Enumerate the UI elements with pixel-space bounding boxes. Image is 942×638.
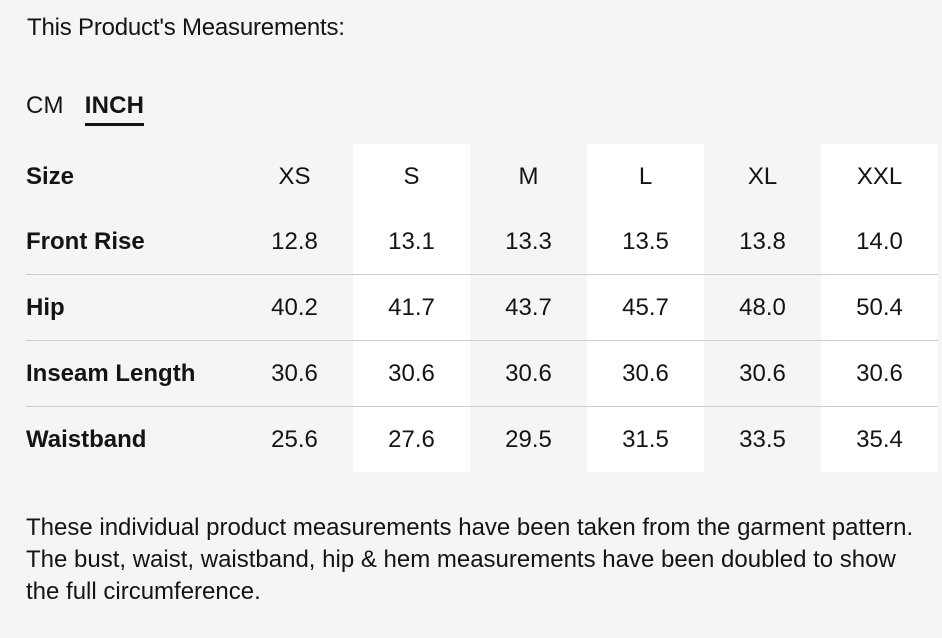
measurement-cell: 13.5: [587, 209, 704, 275]
table-row: Hip 40.2 41.7 43.7 45.7 48.0 50.4: [26, 274, 938, 341]
size-column-header: XS: [278, 162, 311, 190]
measurement-cell: 25.6: [236, 406, 353, 472]
measurement-cell: 27.6: [353, 406, 470, 472]
tab-inch[interactable]: INCH: [84, 92, 145, 126]
table-header-row: Size XS S M L XL XXL: [26, 144, 938, 209]
measurement-cell: 30.6: [704, 340, 821, 407]
measurement-cell: 50.4: [821, 274, 938, 341]
row-label: Waistband: [26, 406, 236, 472]
measurement-cell: 33.5: [704, 406, 821, 472]
measurement-cell: 30.6: [236, 340, 353, 407]
size-column-header: S: [353, 144, 470, 209]
measurement-cell: 30.6: [353, 340, 470, 407]
size-column-header: M: [518, 162, 539, 190]
page-title: This Product's Measurements:: [27, 14, 345, 41]
row-label: Inseam Length: [26, 340, 236, 407]
table-row: Waistband 25.6 27.6 29.5 31.5 33.5 35.4: [26, 406, 938, 472]
measurement-cell: 14.0: [821, 209, 938, 275]
size-column-header: L: [587, 144, 704, 209]
measurement-cell: 13.3: [505, 227, 552, 255]
measurement-cell: 35.4: [821, 406, 938, 472]
measurement-cell: 48.0: [704, 274, 821, 341]
measurement-cell: 31.5: [587, 406, 704, 472]
measurement-cell: 29.5: [470, 406, 587, 472]
size-column-header: XL: [747, 162, 778, 190]
measurement-cell: 30.6: [821, 340, 938, 407]
row-label: Hip: [26, 274, 236, 341]
tab-cm[interactable]: CM: [26, 92, 64, 119]
measurement-cell: 13.1: [353, 209, 470, 275]
size-column-header: XXL: [821, 144, 938, 209]
measurement-cell: 12.8: [271, 227, 318, 255]
row-label: Front Rise: [26, 227, 145, 255]
measurement-cell: 30.6: [470, 340, 587, 407]
unit-tabs: CM INCH: [26, 92, 145, 126]
table-row: Front Rise 12.8 13.1 13.3 13.5 13.8 14.0: [26, 209, 938, 275]
measurement-cell: 41.7: [353, 274, 470, 341]
measurements-table: Size XS S M L XL XXL Front Rise 12.8 13.…: [26, 144, 938, 472]
measurement-note: These individual product measurements ha…: [26, 514, 914, 605]
size-header: Size: [26, 162, 75, 190]
measurement-cell: 45.7: [587, 274, 704, 341]
measurement-cell: 43.7: [470, 274, 587, 341]
table-row: Inseam Length 30.6 30.6 30.6 30.6 30.6 3…: [26, 340, 938, 407]
measurement-cell: 30.6: [587, 340, 704, 407]
measurement-cell: 40.2: [236, 274, 353, 341]
measurement-cell: 13.8: [739, 227, 786, 255]
